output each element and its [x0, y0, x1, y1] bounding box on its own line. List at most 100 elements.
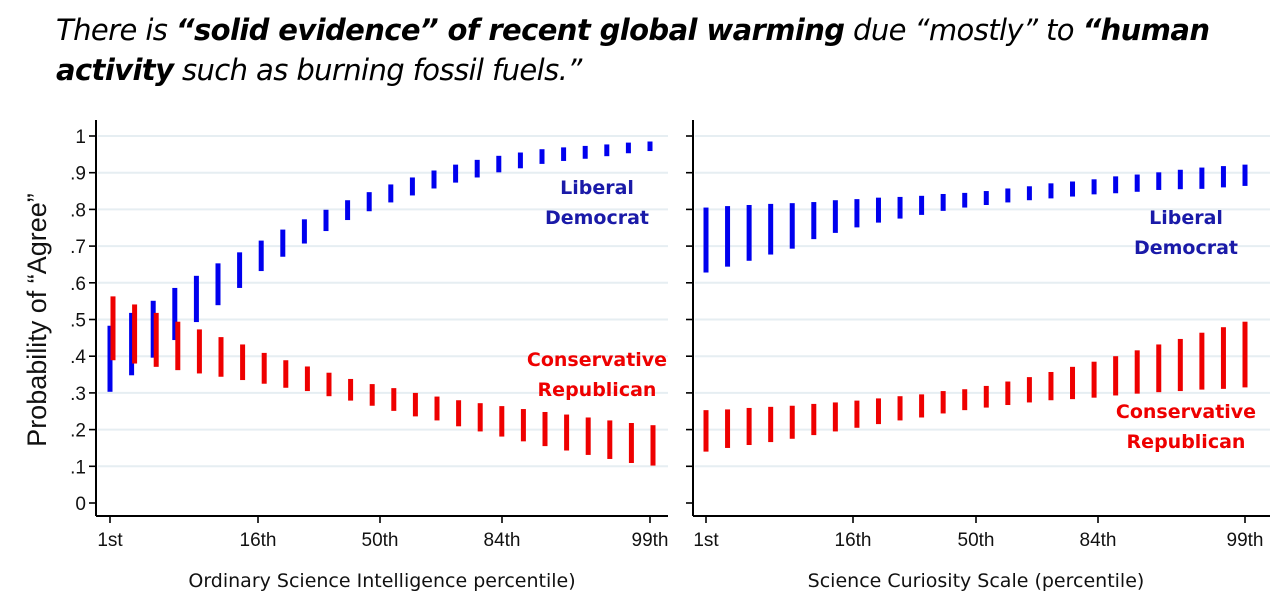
conservative-republican-bar: [1220, 327, 1226, 389]
y-tick-label: .8: [70, 200, 86, 221]
liberal-democrat-bar: [1156, 172, 1162, 190]
conservative-republican-bar: [1048, 371, 1054, 401]
liberal-democrat-bar: [1199, 167, 1205, 189]
x-axis-title-left: Ordinary Science Intelligence percentile…: [188, 570, 575, 592]
conservative-republican-bar: [153, 312, 159, 367]
liberal-democrat-bar: [129, 312, 135, 376]
liberal-democrat-bar: [647, 141, 653, 152]
x-tick-label: 16th: [835, 530, 872, 551]
liberal-democrat-bar: [453, 164, 459, 183]
liberal-democrat-bar: [301, 219, 307, 244]
liberal-democrat-bar: [1113, 176, 1119, 194]
x-tick-label: 1st: [97, 530, 123, 551]
liberal-democrat-bar: [1220, 166, 1226, 188]
conservative-republican-bar: [585, 417, 591, 455]
x-tick-label: 50th: [958, 530, 995, 551]
liberal-democrat-bar: [107, 325, 113, 392]
liberal-democrat-bar: [725, 206, 731, 267]
liberal-democrat-bar: [474, 159, 480, 178]
x-tick-label: 84th: [1080, 530, 1117, 551]
liberal-democrat-bar: [1070, 181, 1076, 197]
liberal-democrat-bar: [1005, 188, 1011, 203]
conservative-republican-bar: [326, 372, 332, 397]
conservative-republican-label: Republican: [1127, 431, 1246, 453]
liberal-democrat-bar: [539, 149, 545, 164]
title-part: There is: [56, 13, 176, 47]
conservative-republican-bar: [1070, 366, 1076, 400]
conservative-republican-bar: [132, 304, 138, 364]
conservative-republican-bar: [789, 405, 795, 439]
conservative-republican-bar: [875, 398, 881, 425]
y-tick-label: .4: [70, 347, 86, 368]
conservative-republican-bar: [456, 400, 462, 427]
liberal-democrat-bar: [919, 195, 925, 215]
liberal-democrat-bar: [983, 191, 989, 205]
conservative-republican-bar: [304, 366, 310, 392]
conservative-republican-label: Conservative: [527, 349, 667, 371]
x-tick-label: 99th: [632, 530, 669, 551]
conservative-republican-bar: [499, 406, 505, 437]
x-tick-label: 84th: [484, 530, 521, 551]
title-line-1: There is “solid evidence” of recent glob…: [56, 10, 1286, 50]
liberal-democrat-bar: [625, 142, 631, 154]
conservative-republican-bar: [1113, 356, 1119, 396]
title-part-bold: “solid evidence” of recent global warmin…: [175, 13, 845, 47]
conservative-republican-bar: [1026, 377, 1032, 403]
conservative-republican-bar: [564, 414, 570, 451]
conservative-republican-bar: [477, 403, 483, 432]
x-axis-title-right: Science Curiosity Scale (percentile): [808, 570, 1145, 592]
liberal-democrat-bar: [1048, 183, 1054, 199]
panel-right: 1st 16th 50th 84th 99th Liberal Democrat Conser…: [686, 120, 1270, 551]
y-tick-label: .3: [70, 384, 86, 405]
y-tick-label: 0: [75, 494, 86, 515]
conservative-republican-bar: [542, 411, 548, 447]
liberal-democrat-bar: [193, 275, 199, 323]
x-tick-label: 1st: [693, 530, 719, 551]
conservative-republican-bar: [391, 388, 397, 411]
y-tick-label: 1: [75, 127, 86, 148]
x-tick-label: 16th: [240, 530, 277, 551]
x-tick-label: 50th: [362, 530, 399, 551]
liberal-democrat-label: Democrat: [545, 207, 649, 229]
conservative-republican-bar: [283, 360, 289, 388]
conservative-republican-bar: [746, 407, 752, 446]
conservative-republican-bar: [897, 396, 903, 421]
liberal-democrat-bar: [746, 204, 752, 261]
liberal-democrat-bar: [832, 200, 838, 233]
y-axis-title: Probability of “Agree”: [22, 193, 52, 447]
conservative-republican-label: Republican: [538, 379, 657, 401]
conservative-republican-bar: [768, 406, 774, 443]
liberal-democrat-bar: [854, 199, 860, 228]
conservative-republican-bar: [348, 378, 354, 401]
y-tick-label: .9: [70, 164, 86, 185]
conservative-republican-bar: [607, 420, 613, 459]
conservative-republican-bar: [369, 384, 375, 406]
liberal-democrat-bar: [1091, 179, 1097, 195]
conservative-republican-bar: [1242, 321, 1248, 388]
liberal-democrat-bar: [703, 207, 709, 273]
liberal-democrat-bar: [431, 170, 437, 189]
conservative-republican-label: Conservative: [1116, 401, 1256, 423]
liberal-democrat-bar: [789, 203, 795, 249]
liberal-democrat-bar: [280, 229, 286, 257]
liberal-democrat-bar: [150, 300, 156, 358]
conservative-republican-bar: [919, 394, 925, 418]
conservative-republican-bar: [1199, 332, 1205, 390]
conservative-republican-bar: [110, 296, 116, 361]
conservative-republican-bar: [628, 422, 634, 463]
conservative-republican-bar: [854, 400, 860, 428]
liberal-democrat-bar: [1242, 164, 1248, 186]
liberal-democrat-label: Liberal: [560, 177, 634, 199]
conservative-republican-bar: [650, 425, 656, 466]
liberal-democrat-bar: [940, 193, 946, 211]
liberal-democrat-bar: [604, 144, 610, 157]
liberal-democrat-bar: [366, 192, 372, 212]
conservative-republican-bar: [1091, 361, 1097, 398]
conservative-republican-bar: [218, 337, 224, 377]
conservative-republican-bar: [811, 403, 817, 436]
liberal-democrat-bar: [768, 203, 774, 255]
title-part: due “mostly” to: [844, 13, 1083, 47]
conservative-republican-bar: [1177, 338, 1183, 392]
conservative-republican-bar: [962, 389, 968, 411]
conservative-republican-bar: [434, 396, 440, 421]
